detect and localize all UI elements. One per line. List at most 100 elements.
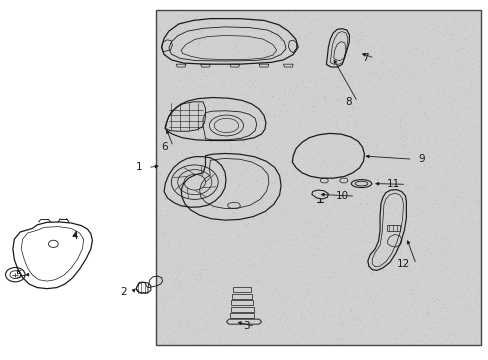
Point (441, 146, 449, 152)
Point (205, 139, 213, 145)
Point (458, 67, 466, 73)
Point (296, 263, 304, 269)
Point (225, 96, 233, 102)
Point (195, 107, 203, 113)
Point (322, 32, 330, 38)
Point (364, 263, 371, 269)
Point (228, 260, 236, 266)
Point (369, 122, 377, 128)
Point (291, 187, 299, 193)
Point (404, 11, 412, 17)
Point (320, 168, 328, 174)
Point (448, 281, 456, 287)
Point (338, 308, 346, 314)
Point (206, 94, 214, 99)
Point (221, 260, 228, 266)
Point (265, 256, 273, 261)
Point (311, 248, 319, 253)
Point (219, 26, 226, 32)
Point (388, 65, 396, 71)
Point (214, 266, 222, 271)
Point (333, 336, 341, 341)
Point (366, 270, 374, 275)
Point (237, 35, 244, 41)
Point (155, 232, 163, 238)
Point (325, 131, 333, 137)
Point (409, 213, 417, 219)
Point (472, 263, 480, 269)
Point (323, 121, 331, 127)
Point (368, 219, 376, 225)
Point (384, 93, 392, 98)
Point (205, 180, 213, 185)
Point (168, 277, 176, 283)
Point (463, 150, 471, 156)
Point (459, 36, 467, 42)
Point (307, 49, 315, 54)
Point (418, 305, 426, 311)
Point (283, 262, 291, 268)
Point (246, 27, 254, 32)
Point (460, 11, 468, 17)
Point (200, 135, 207, 141)
Point (289, 25, 297, 31)
Point (250, 264, 258, 270)
Text: 5: 5 (15, 270, 21, 280)
Point (236, 118, 244, 124)
Point (468, 191, 476, 197)
Point (384, 57, 392, 62)
Point (209, 322, 217, 328)
Point (254, 278, 262, 283)
Point (323, 292, 331, 297)
Point (214, 204, 222, 210)
Point (179, 293, 187, 299)
Point (348, 323, 356, 328)
Point (356, 171, 364, 177)
Point (439, 246, 447, 252)
Point (372, 251, 380, 257)
Point (368, 43, 376, 49)
Point (215, 165, 223, 170)
Point (417, 191, 425, 197)
Point (214, 71, 222, 76)
Point (313, 162, 321, 168)
Point (399, 271, 407, 276)
Point (352, 164, 360, 170)
Point (394, 160, 402, 166)
Point (444, 264, 452, 270)
Point (232, 152, 240, 158)
Point (449, 19, 457, 25)
Point (177, 41, 184, 47)
Point (410, 186, 418, 192)
Point (180, 25, 188, 31)
Point (293, 94, 301, 100)
Point (161, 219, 169, 225)
Point (185, 68, 193, 74)
Point (318, 316, 326, 322)
Point (202, 138, 209, 144)
Point (303, 203, 311, 209)
Point (439, 39, 447, 45)
Point (439, 316, 447, 322)
Point (177, 302, 184, 308)
Point (218, 30, 226, 36)
Point (337, 336, 345, 342)
Point (265, 287, 273, 293)
Point (201, 229, 209, 234)
Point (456, 219, 464, 225)
Point (338, 229, 346, 234)
Point (355, 204, 363, 210)
Point (339, 327, 346, 333)
Point (214, 41, 222, 47)
Point (385, 132, 393, 138)
Point (327, 168, 335, 174)
Point (382, 201, 389, 207)
Point (385, 135, 392, 141)
Point (166, 32, 174, 38)
Point (325, 165, 332, 170)
Point (272, 91, 280, 97)
Point (288, 237, 296, 242)
Point (206, 195, 214, 201)
Point (322, 62, 329, 67)
Point (265, 30, 273, 36)
